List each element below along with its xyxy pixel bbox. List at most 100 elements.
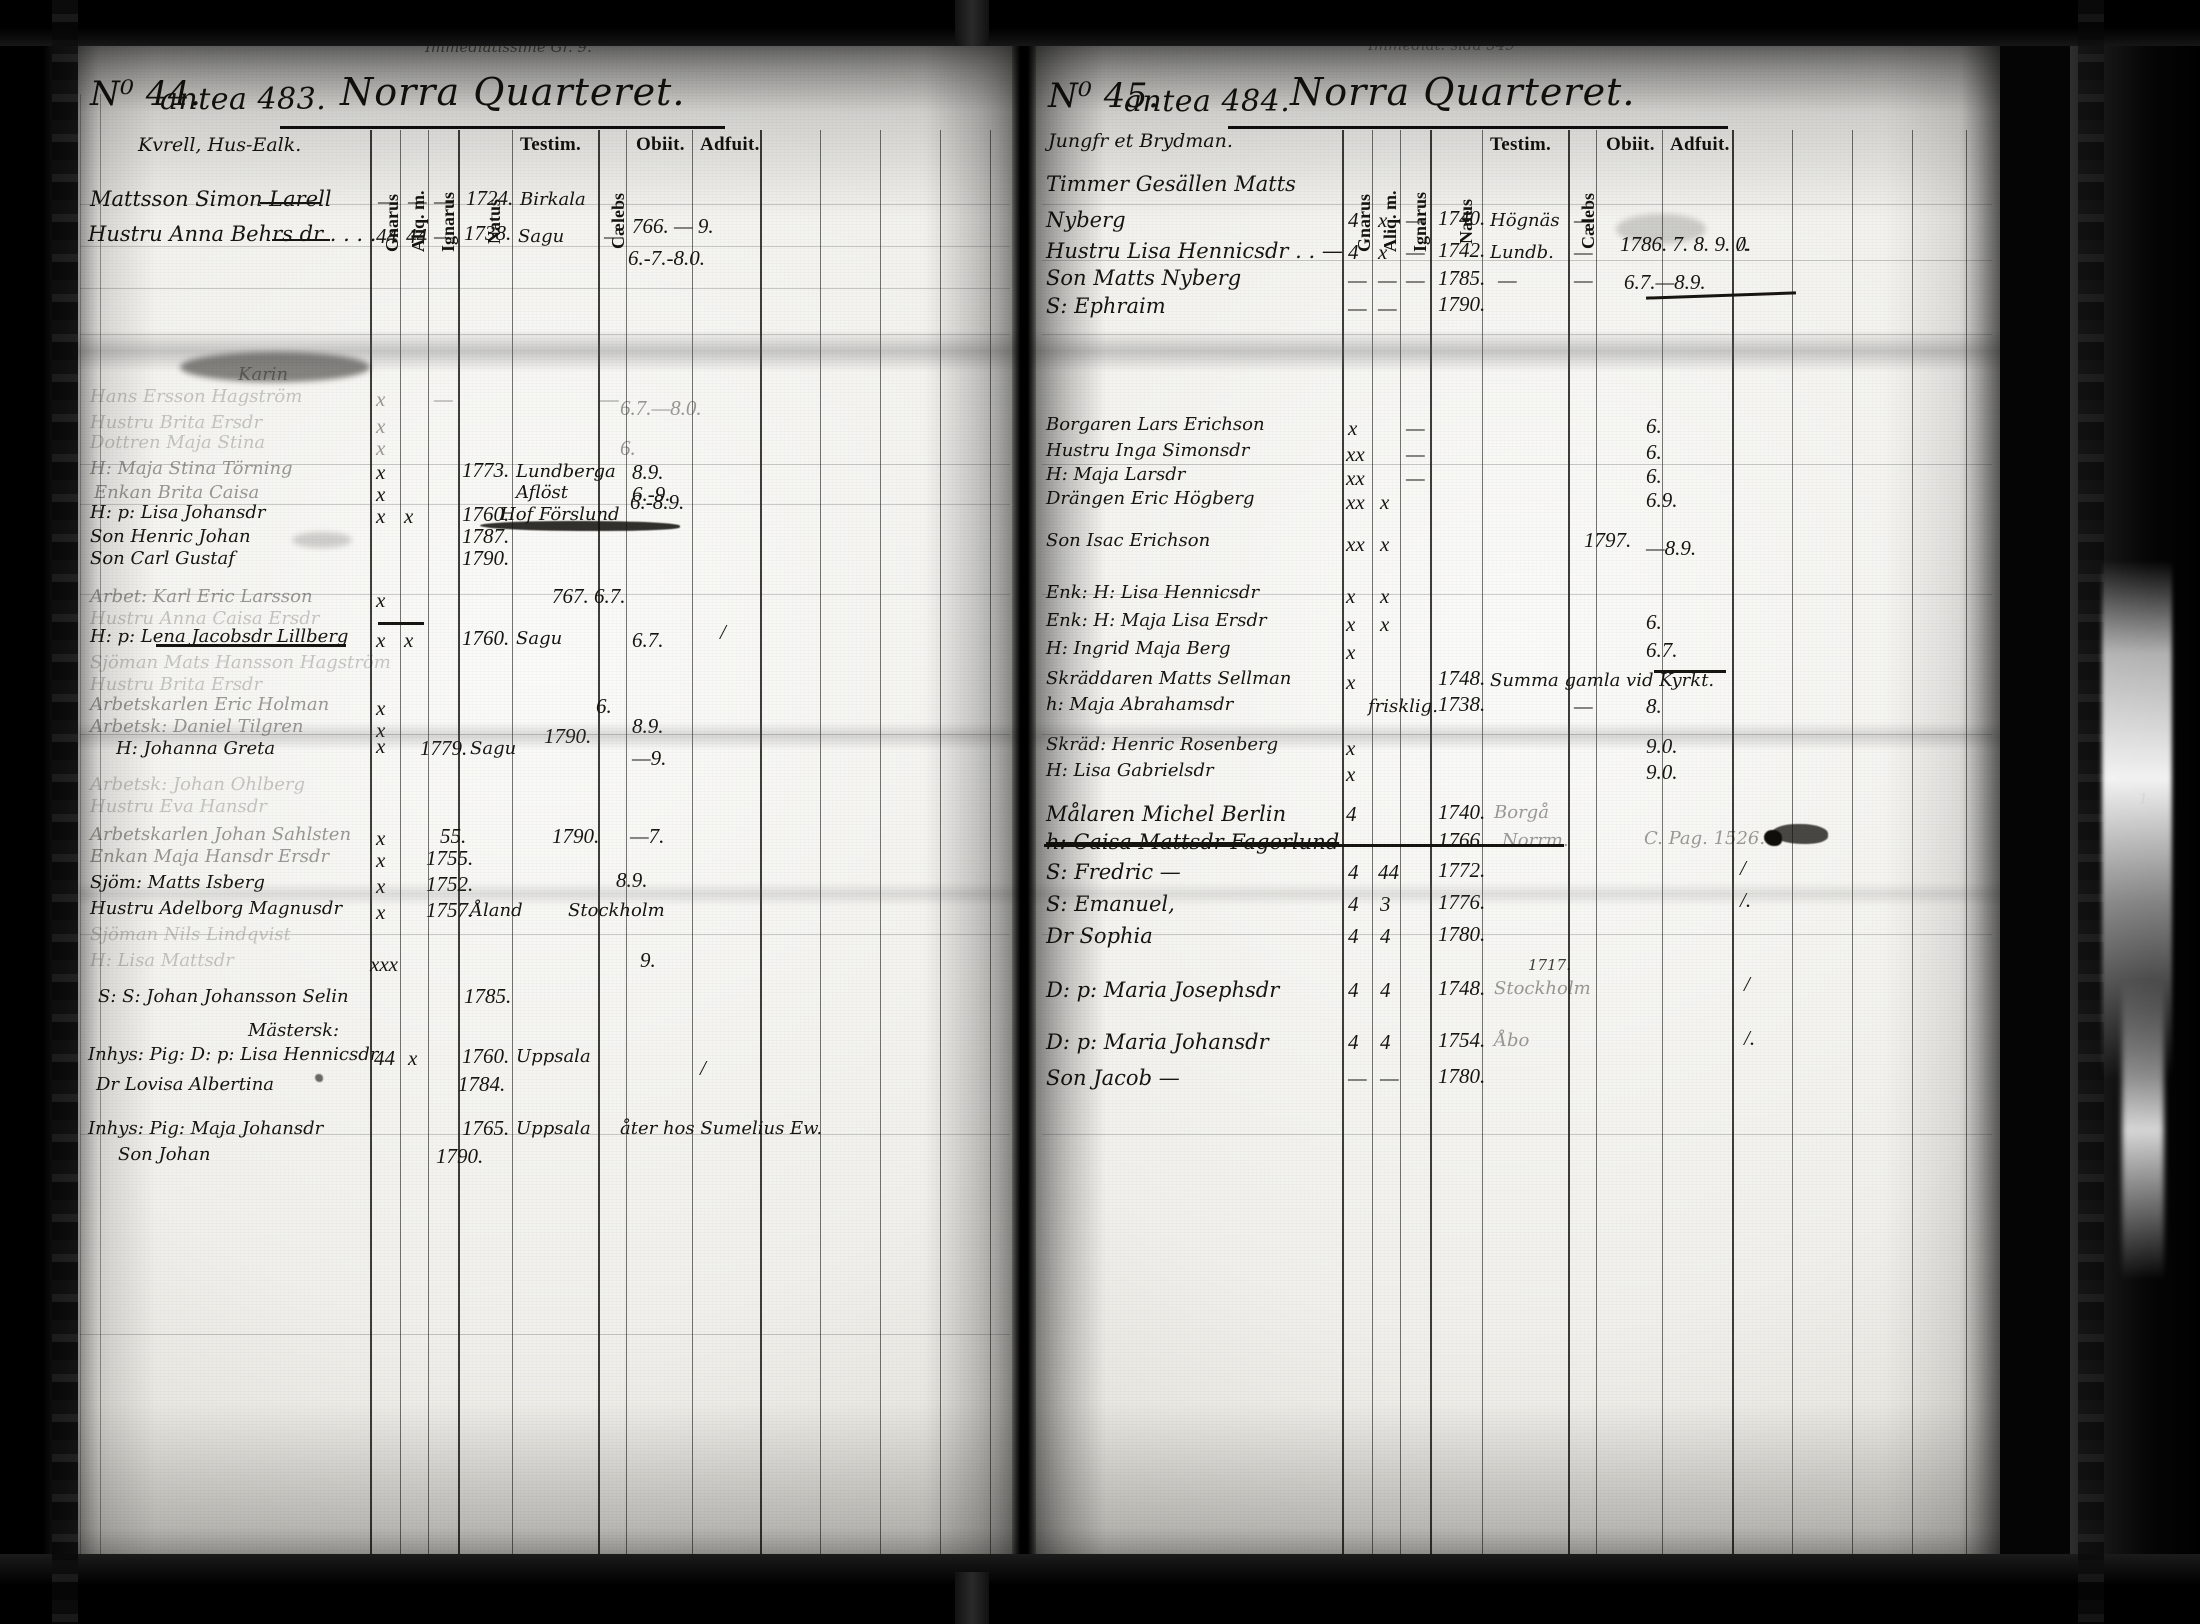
entry-name: Enkan Brita Caisa <box>94 482 260 503</box>
entry-name: Hustru Brita Ersdr <box>90 674 263 695</box>
entry-name: H: Ingrid Maja Berg <box>1046 638 1231 659</box>
entry-name: Hustru Adelborg Magnusdr <box>90 898 343 919</box>
entry-adfuit: / <box>1744 972 1750 996</box>
entry-name: Målaren Michel Berlin <box>1046 802 1287 826</box>
entry-obiit: 8.9. <box>632 714 664 738</box>
entry-name: Mattsson Simon Larell <box>90 187 332 211</box>
left-quarter-title: Norra Quarteret. <box>340 70 686 114</box>
entry-obiit: 8. <box>1646 694 1662 718</box>
entry-gnarus: x <box>1346 612 1356 636</box>
entry-natus: 1765. <box>462 1116 510 1140</box>
entry-natus: 1760. <box>462 626 510 650</box>
entry-gnarus: — <box>1348 268 1367 292</box>
entry-name: h: Caisa Mattsdr Fagerlund <box>1046 830 1340 854</box>
col-header-obiit: Obiit. <box>636 134 685 155</box>
entry-aliq: 3 <box>1380 892 1391 916</box>
entry-name: Arbetskarlen Johan Sahlsten <box>90 824 352 845</box>
entry-name: S: Fredric — <box>1046 860 1181 884</box>
entry-obiit: 6. <box>620 436 636 460</box>
film-border-top <box>0 0 2200 46</box>
entry-obiit: 6. <box>1646 610 1662 634</box>
entry-obiit: 9.0. <box>1646 734 1678 758</box>
entry-name: Arbet: Karl Eric Larsson <box>90 586 313 607</box>
entry-name: h: Maja Abrahamsdr <box>1046 694 1234 715</box>
entry-gnarus: 4 <box>1346 802 1357 826</box>
entry-caelebs: åter hos Sumelius Ew. <box>620 1118 823 1139</box>
entry-aliq: 4 <box>1380 1030 1391 1054</box>
entry-natus: 1790. <box>1438 292 1486 316</box>
entry-natus: 1780. <box>1438 922 1486 946</box>
entry-gnarus: 4 <box>1348 892 1359 916</box>
entry-name: Skräddaren Matts Sellman <box>1046 668 1292 689</box>
entry-aliq: — <box>1380 1066 1399 1090</box>
entry-ignarus: — <box>434 224 453 248</box>
entry-name: Inhys: Pig: D: p: Lisa Hennicsdr <box>88 1044 379 1065</box>
entry-name: H: Maja Larsdr <box>1046 464 1186 485</box>
entry-ignarus: — <box>1406 240 1425 264</box>
entry-caelebs: — <box>1574 208 1593 232</box>
entry-natus: 1760. <box>462 1044 510 1068</box>
entry-aliq: x <box>1380 532 1390 556</box>
entry-name: Enk: H: Maja Lisa Ersdr <box>1046 610 1267 631</box>
entry-name: H: Johanna Greta <box>116 738 276 759</box>
entry-gnarus: — <box>1348 296 1367 320</box>
entry-gnarus: x <box>376 734 386 758</box>
entry-caelebs: 1790. <box>544 724 592 748</box>
entry-ignarus: — <box>1406 442 1425 466</box>
entry-natus: 1748. <box>1438 976 1486 1000</box>
entry-caelebs: — <box>600 387 619 411</box>
entry-testim: Sagu <box>518 226 565 247</box>
entry-obiit: 6.7.—8.9. <box>1624 270 1706 294</box>
entry-obiit: —7. <box>630 824 665 848</box>
entry-obiit: 6.7.—8.0. <box>620 396 702 420</box>
entry-gnarus: xxx <box>370 952 398 976</box>
film-sprocket-bottom <box>955 1572 989 1624</box>
entry-natus: 1776. <box>1438 890 1486 914</box>
entry-aliq: 44 <box>1378 860 1399 884</box>
entry-gnarus: xx <box>1346 532 1365 556</box>
entry-gnarus: x <box>376 874 386 898</box>
entry-natus: 1740. <box>1438 206 1486 230</box>
entry-natus: 1742. <box>1438 238 1486 262</box>
entry-name: Dr Sophia <box>1046 924 1153 948</box>
entry-name: Enk: H: Lisa Hennicsdr <box>1046 582 1260 603</box>
entry-obiit: 8.9. <box>616 868 648 892</box>
col-header-obiit: Obiit. <box>1606 134 1655 155</box>
entry-aliq: x <box>404 504 414 528</box>
entry-name: Hustru Brita Ersdr <box>90 412 263 433</box>
entry-name: Skräd: Henric Rosenberg <box>1046 734 1279 755</box>
entry-name: Enkan Maja Hansdr Ersdr <box>90 846 330 867</box>
entry-natus: 1757. <box>426 898 474 922</box>
entry-gnarus: x <box>1348 416 1358 440</box>
entry-testim: Åland <box>470 900 523 921</box>
entry-name: Sjöm: Matts Isberg <box>90 872 265 893</box>
entry-caelebs: — <box>1574 694 1593 718</box>
entry-gnarus: 4 <box>1348 978 1359 1002</box>
entry-gnarus: x <box>1346 640 1356 664</box>
entry-obiit: 6. <box>1646 440 1662 464</box>
entry-ignarus: — <box>1406 208 1425 232</box>
entry-name: Hans Ersson Hagström <box>90 386 303 407</box>
book-gutter <box>1012 34 1036 1590</box>
film-glare-streak-secondary <box>2122 980 2164 1280</box>
entry-natus: 1785. <box>464 984 512 1008</box>
col-header-testim: Testim. <box>520 134 582 155</box>
entry-obiit: 6.7. <box>1646 638 1678 662</box>
entry-name: Son Johan <box>118 1144 211 1165</box>
entry-caelebs: — <box>604 224 623 248</box>
entry-aliq: 4 <box>1380 978 1391 1002</box>
entry-obiit: 6. <box>1646 464 1662 488</box>
entry-natus: 1790. <box>436 1144 484 1168</box>
entry-obiit: 6. <box>596 694 612 718</box>
entry-testim: Uppsala <box>516 1118 591 1139</box>
entry-name: Drängen Eric Högberg <box>1046 488 1255 509</box>
entry-gnarus: x <box>1346 762 1356 786</box>
entry-name: Son Carl Gustaf <box>90 548 235 569</box>
col-header-ignarus: Ignarus <box>1410 191 1430 252</box>
entry-name: S: Ephraim <box>1046 294 1166 318</box>
entry-obiit: 6.7. <box>632 628 664 652</box>
left-former-page-number: antea 483. <box>160 82 327 117</box>
col-header-aliq: Aliq. m. <box>1380 190 1400 252</box>
entry-natus: 1738. <box>464 221 512 245</box>
entry-caelebs: 1790. <box>552 824 600 848</box>
